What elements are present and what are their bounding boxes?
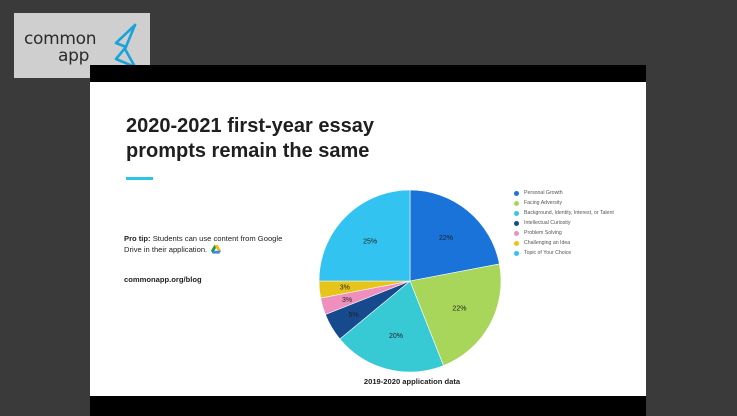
pie-label-6: 25% (363, 239, 377, 246)
legend-swatch-4 (514, 231, 519, 236)
legend-label-1: Facing Adversity (524, 200, 563, 206)
pie-label-2: 20% (389, 333, 403, 340)
slide-title: 2020-2021 first-year essay prompts remai… (126, 115, 374, 162)
logo-mark-icon (114, 23, 137, 69)
legend-label-6: Topic of Your Choice (524, 250, 572, 256)
logo-line-1: common (24, 29, 97, 49)
pie-chart: 22% 22% 20% 5% 3% 3% 25% (318, 189, 502, 373)
legend-swatch-1 (514, 201, 519, 206)
legend-swatch-5 (514, 241, 519, 246)
legend-item-3: Intellectual Curiosity (514, 220, 634, 227)
pie-label-4: 3% (342, 297, 352, 304)
legend-item-1: Facing Adversity (514, 200, 634, 207)
logo-wordmark: common app (24, 31, 112, 65)
pie-slice-0 (409, 189, 500, 282)
pro-tip-text: Students can use content from Google Dri… (124, 234, 283, 254)
google-drive-icon (211, 245, 222, 254)
presentation-slide: 2020-2021 first-year essay prompts remai… (90, 82, 646, 396)
legend-item-6: Topic of Your Choice (514, 250, 634, 257)
legend-swatch-6 (514, 251, 519, 256)
pie-label-1: 22% (452, 306, 466, 313)
blog-link[interactable]: commonapp.org/blog (124, 275, 202, 284)
pie-slice-6 (318, 189, 411, 282)
pro-tip-label: Pro tip: (124, 234, 151, 243)
chart-legend: Personal Growth Facing Adversity Backgroun… (514, 190, 634, 260)
pie-slice-2 (339, 280, 444, 373)
legend-item-2: Background, Identity, Interest, or Talen… (514, 210, 634, 217)
pie-label-0: 22% (439, 235, 453, 242)
pie-slice-1 (409, 263, 502, 366)
legend-swatch-3 (514, 221, 519, 226)
pie-label-3: 5% (349, 312, 359, 319)
legend-label-5: Challenging an Idea (524, 240, 571, 246)
legend-label-0: Personal Growth (524, 190, 563, 196)
chart-caption: 2019-2020 application data (363, 377, 461, 386)
legend-item-4: Problem Solving (514, 230, 634, 237)
legend-item-5: Challenging an Idea (514, 240, 634, 247)
legend-swatch-2 (514, 211, 519, 216)
logo-line-2: app (58, 46, 90, 66)
legend-label-2: Background, Identity, Interest, or Talen… (524, 210, 614, 216)
pro-tip: Pro tip: Students can use content from G… (124, 234, 294, 255)
legend-item-0: Personal Growth (514, 190, 634, 197)
title-underline (126, 177, 153, 180)
legend-label-3: Intellectual Curiosity (524, 220, 571, 226)
legend-swatch-0 (514, 191, 519, 196)
common-app-logo: common app (14, 13, 150, 78)
legend-label-4: Problem Solving (524, 230, 562, 236)
pie-label-5: 3% (340, 285, 350, 292)
